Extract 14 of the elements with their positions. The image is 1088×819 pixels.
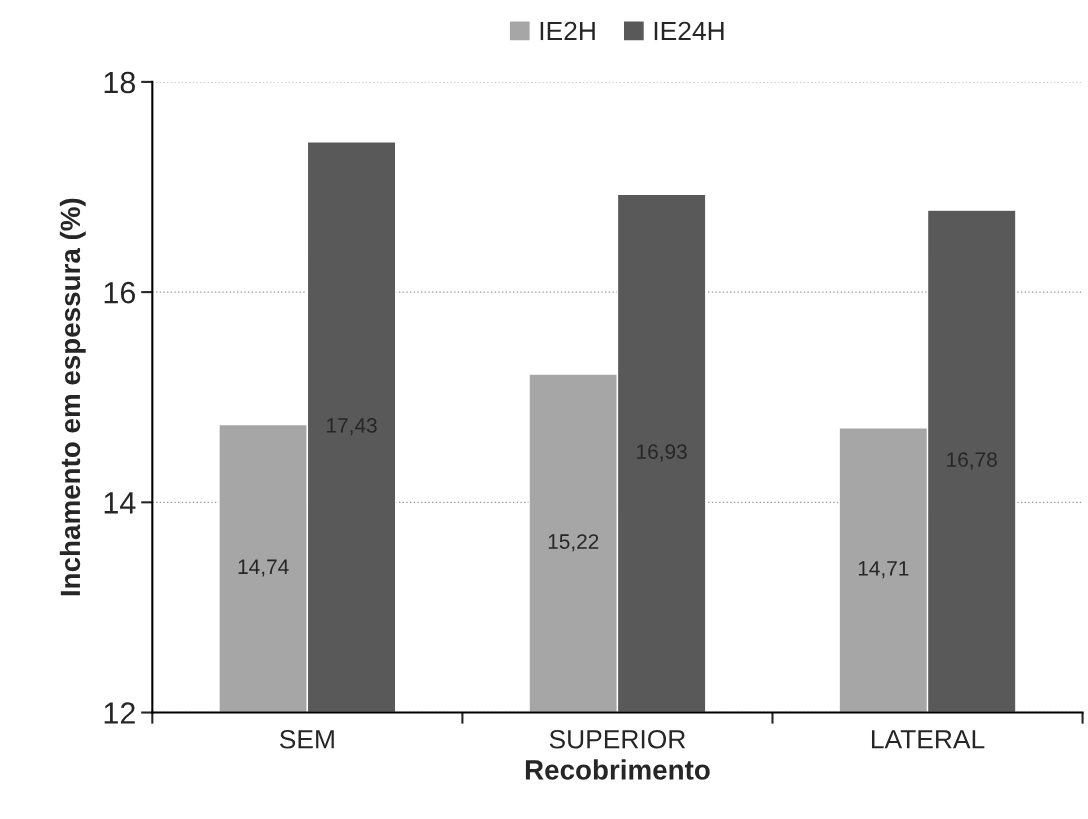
x-tick-label: SUPERIOR [549,729,686,749]
data-label: 15,22 [548,534,599,552]
y-tick-label: 12 [104,702,135,724]
y-tick-label: 14 [104,492,136,514]
x-tick-label: SEM [279,729,334,749]
y-axis-title: Inchamento em espessura (%) [59,198,86,596]
x-tick-label: LATERAL [871,730,985,749]
legend-label: IE24H [654,21,724,41]
x-axis-title: Recobrimento [525,759,710,780]
legend-label: IE2H [540,21,595,41]
y-tick-label: 18 [104,71,136,94]
data-label: 14,74 [238,559,289,577]
data-label: 14,71 [858,561,909,579]
y-tick-label: 16 [104,281,136,304]
